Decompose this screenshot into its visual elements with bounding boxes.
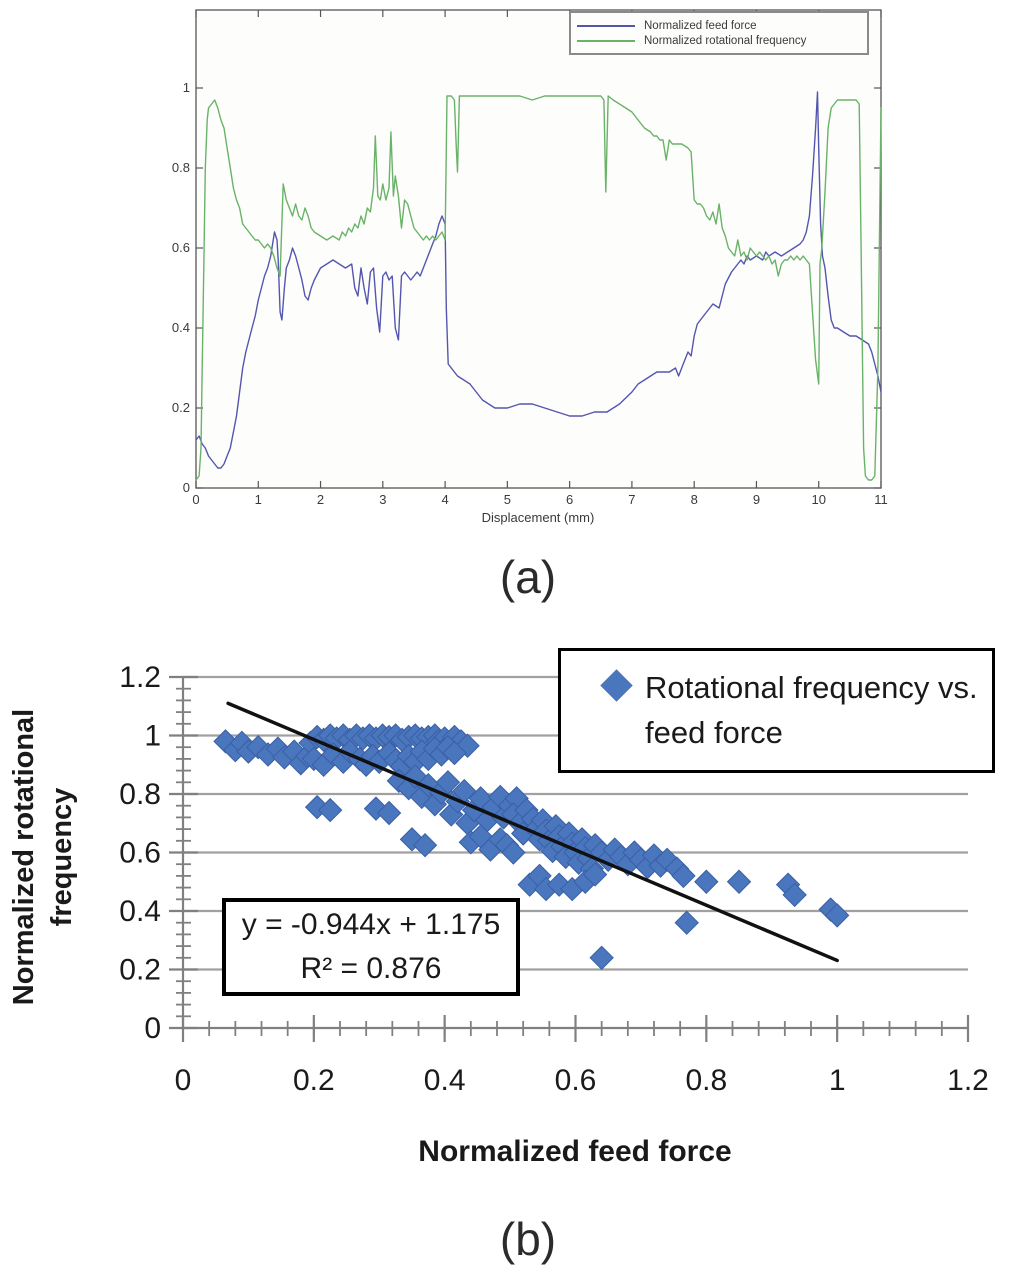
y-tick-label: 1 — [183, 80, 190, 95]
data-point-diamond — [337, 739, 363, 764]
data-point-diamond — [501, 840, 526, 865]
x-tick-label: 7 — [628, 492, 635, 507]
y-tick-label: 0 — [144, 1012, 161, 1045]
feed-force-line-swatch — [577, 24, 635, 27]
y-tick-label: 1 — [144, 720, 161, 753]
series-line-1 — [195, 95, 882, 481]
x-tick-label: 0 — [192, 492, 199, 507]
x-tick-label: 1.2 — [947, 1064, 989, 1097]
x-tick-label: 5 — [504, 492, 511, 507]
data-point-diamond — [416, 773, 441, 798]
x-tick-label: 3 — [379, 492, 386, 507]
x-tick-label: 6 — [566, 492, 573, 507]
data-point-diamond — [442, 740, 467, 766]
y-tick-label: 0 — [183, 480, 190, 495]
chart-b-legend: Rotational frequency vs. feed force — [558, 648, 995, 773]
data-point-diamond — [455, 733, 480, 758]
subfigure-label-b: (b) — [499, 1213, 557, 1265]
x-tick-label: 2 — [317, 492, 324, 507]
y-tick-label: 0.6 — [119, 837, 161, 870]
data-point-diamond — [582, 862, 608, 887]
data-point-diamond — [213, 729, 238, 754]
chart-a-legend: Normalized feed force Normalized rotatio… — [569, 11, 869, 55]
y-tick-label: 1.2 — [119, 661, 161, 694]
data-point-diamond — [654, 847, 680, 873]
x-tick-label: 0.2 — [293, 1064, 335, 1097]
major-ticks — [169, 675, 970, 1042]
data-point-diamond — [589, 945, 614, 971]
subfigure-label-a: (a) — [499, 551, 557, 603]
data-point-diamond — [435, 770, 461, 795]
y-tick-label: 0.2 — [172, 400, 190, 415]
data-point-diamond — [782, 882, 807, 908]
chart-b-y-axis-title: Normalized rotational frequency — [3, 657, 83, 1057]
y-tick-label: 0.4 — [119, 895, 161, 928]
x-tick-label: 8 — [691, 492, 698, 507]
trendline — [226, 701, 839, 963]
trendline-r-squared: R² = 0.876 — [300, 952, 442, 985]
x-tick-label: 11 — [874, 492, 888, 507]
x-tick-label: 4 — [441, 492, 448, 507]
series-line-0 — [195, 91, 882, 469]
legend-item-feed-force: Normalized feed force — [577, 20, 861, 32]
y-axis-title-line1: Normalized rotational — [8, 708, 40, 1006]
chart-b-container: 0 0.2 0.4 0.6 0.8 1 1.2 0 0.2 0.4 0.6 0.8 1 1.2 Norma… — [0, 630, 1015, 1190]
data-point-diamond — [824, 903, 850, 928]
x-tick-label: 0.8 — [685, 1064, 727, 1097]
data-point-diamond — [694, 869, 719, 894]
trendline-equation: y = -0.944x + 1.175 — [241, 908, 501, 941]
scatter-points — [213, 723, 850, 971]
data-point-diamond — [674, 910, 699, 935]
y-tick-label: 0.8 — [172, 160, 190, 175]
legend-line2: feed force — [645, 715, 783, 750]
x-tick-label: 0 — [175, 1064, 192, 1097]
data-point-diamond — [671, 863, 696, 889]
rotational-frequency-line-swatch — [577, 39, 635, 42]
x-tick-label: 1 — [255, 492, 262, 507]
y-tick-label: 0.2 — [119, 954, 161, 987]
y-tick-label: 0.6 — [172, 240, 190, 255]
data-point-diamond — [376, 800, 402, 826]
x-tick-label: 10 — [811, 492, 825, 507]
diamond-marker-icon — [600, 669, 633, 702]
line-chart-canvas: 0 1 2 3 4 5 6 7 8 9 10 11 0 0.2 0.4 0.6 0.8 1 — [172, 9, 888, 507]
x-tick-label: 9 — [753, 492, 760, 507]
y-tick-label: 0.4 — [172, 320, 190, 335]
trendline-equation-box: y = -0.944x + 1.175 R² = 0.876 — [222, 898, 520, 996]
legend-line1: Rotational frequency vs. — [645, 670, 978, 705]
x-tick-label: 1 — [829, 1064, 846, 1097]
line-chart-plot: 0 1 2 3 4 5 6 7 8 9 10 11 0 0.2 0.4 0.6 0.8 1 — [172, 9, 888, 507]
data-point-diamond — [726, 869, 752, 894]
legend-label: Normalized rotational frequency — [644, 34, 807, 47]
scatter-chart-canvas: 0 0.2 0.4 0.6 0.8 1 1.2 0 0.2 0.4 0.6 0.8 1 1.2 — [119, 661, 989, 1097]
legend-text: Rotational frequency vs. feed force — [645, 665, 978, 755]
y-axis-title-line2: frequency — [46, 787, 78, 927]
scatter-plot: 0 0.2 0.4 0.6 0.8 1 1.2 0 0.2 0.4 0.6 0.8 1 1.2 — [119, 661, 989, 1097]
chart-a-container: 0 1 2 3 4 5 6 7 8 9 10 11 0 0.2 0.4 0.6 0.8 1 Normalized … — [165, 0, 905, 540]
x-tick-label: 0.4 — [424, 1064, 466, 1097]
data-point-diamond — [317, 797, 343, 823]
x-tick-label: 0.6 — [555, 1064, 597, 1097]
legend-item-rotational-frequency: Normalized rotational frequency — [577, 35, 861, 47]
chart-b-x-axis-title: Normalized feed force — [418, 1135, 732, 1168]
data-point-diamond — [488, 784, 513, 810]
chart-a-x-axis-title: Displacement (mm) — [481, 510, 595, 525]
data-point-diamond — [546, 872, 572, 897]
legend-label: Normalized feed force — [644, 19, 757, 32]
y-tick-label: 0.8 — [119, 778, 161, 811]
data-point-diamond — [412, 832, 438, 858]
